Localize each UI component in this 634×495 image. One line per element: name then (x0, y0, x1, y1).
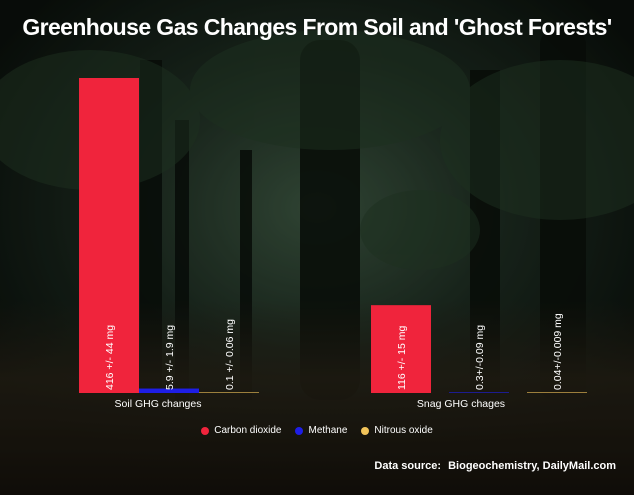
legend-label: Carbon dioxide (214, 425, 282, 436)
legend-swatch (201, 426, 210, 435)
category-label: Snag GHG chages (417, 398, 505, 410)
legend-swatch (361, 426, 370, 435)
chart-legend: Carbon dioxide Methane Nitrous oxide (0, 425, 634, 436)
bar-carbon-dioxide-snag (371, 305, 431, 393)
data-source-label: Data source: (374, 460, 442, 472)
bar-nitrous-oxide-snag (527, 392, 587, 393)
chart-title: Greenhouse Gas Changes From Soil and 'Gh… (22, 14, 612, 40)
data-label: 0.1 +/- 0.06 mg (224, 319, 236, 390)
legend-swatch (295, 426, 304, 435)
bar-carbon-dioxide-soil (79, 78, 139, 393)
data-source: Data source: Biogeochemistry, DailyMail.… (374, 460, 616, 472)
bar-methane-snag (449, 392, 509, 393)
bar-methane-soil (139, 388, 199, 393)
data-label: 416 +/- 44 mg (104, 325, 116, 390)
category-label: Soil GHG changes (115, 398, 202, 410)
data-label: 0.04+/-0.009 mg (552, 313, 564, 390)
data-label: 0.3+/-0.09 mg (474, 325, 486, 390)
bar-nitrous-oxide-soil (199, 392, 259, 393)
legend-item: Carbon dioxide (201, 425, 281, 436)
legend-label: Nitrous oxide (374, 425, 433, 436)
data-source-text: Biogeochemistry, DailyMail.com (448, 460, 616, 472)
data-label: 5.9 +/- 1.9 mg (164, 325, 176, 390)
legend-item: Nitrous oxide (361, 425, 433, 436)
legend-item: Methane (295, 425, 347, 436)
data-label: 116 +/- 15 mg (396, 326, 408, 390)
legend-label: Methane (308, 425, 348, 436)
